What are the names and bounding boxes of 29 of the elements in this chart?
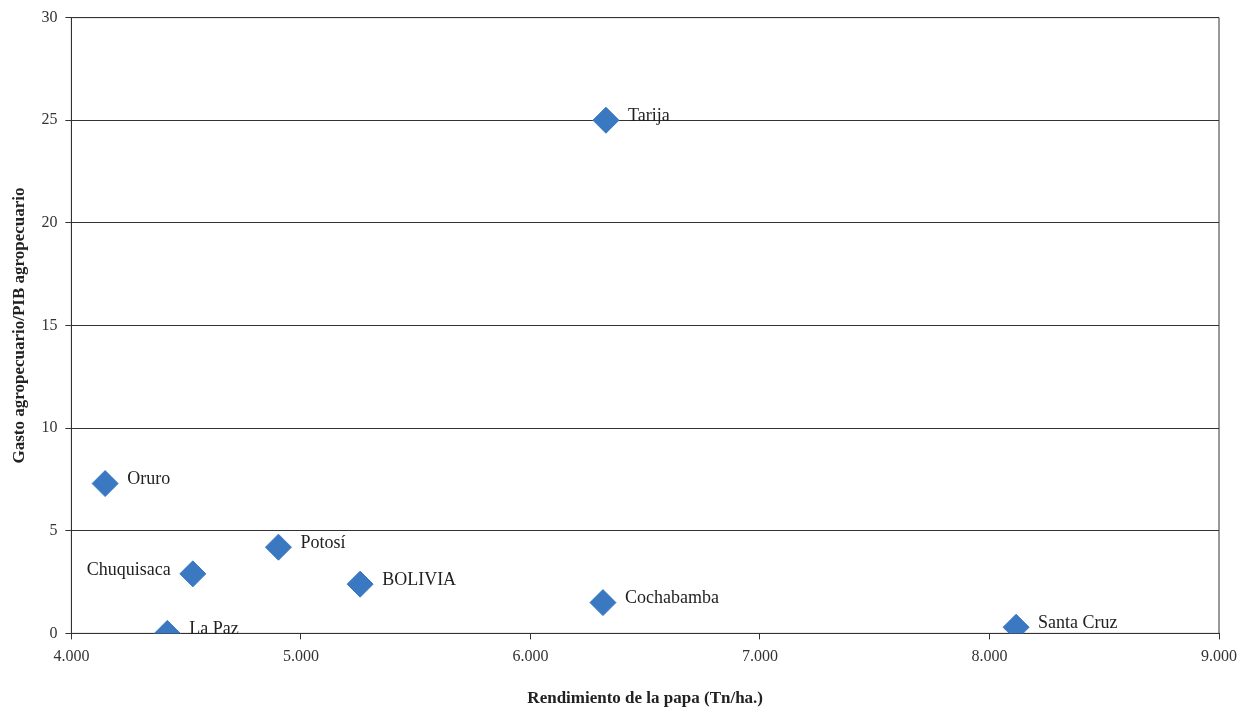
- annotation: Potosí: [300, 531, 346, 552]
- x-tick-label: 4.000: [53, 647, 90, 665]
- point: [91, 470, 119, 498]
- point: [264, 533, 292, 561]
- x-tick-label: 5.000: [282, 647, 319, 665]
- point: [592, 106, 620, 134]
- y-tick-label: 20: [41, 213, 58, 231]
- y-axis-title: Gasto agropecuario/PIB agropecuario: [8, 187, 28, 464]
- x-tick-label: 6.000: [512, 647, 549, 665]
- annotation: Oruro: [127, 468, 171, 489]
- x-axis-title: Rendimiento de la papa (Tn/ha.): [527, 688, 764, 708]
- annotation: BOLIVIA: [382, 568, 457, 589]
- point: [589, 589, 617, 617]
- y-tick-label: 5: [49, 520, 58, 538]
- y-tick-label: 25: [41, 110, 58, 128]
- annotation: Cochabamba: [624, 587, 719, 608]
- y-tick-label: 15: [41, 315, 58, 333]
- x-tick-label: 8.000: [971, 647, 1008, 665]
- y-tick-label: 10: [41, 418, 58, 436]
- annotation: Chuquisaca: [86, 558, 171, 579]
- x-tick-label: 9.000: [1201, 647, 1237, 665]
- annotation: Santa Cruz: [1038, 611, 1118, 632]
- annotation: La Paz: [189, 618, 239, 639]
- x-tick-label: 7.000: [741, 647, 778, 665]
- y-tick-label: 30: [41, 7, 58, 25]
- point: [179, 560, 207, 588]
- annotation: Tarija: [627, 104, 670, 125]
- point: [346, 570, 374, 598]
- y-tick-label: 0: [49, 623, 58, 641]
